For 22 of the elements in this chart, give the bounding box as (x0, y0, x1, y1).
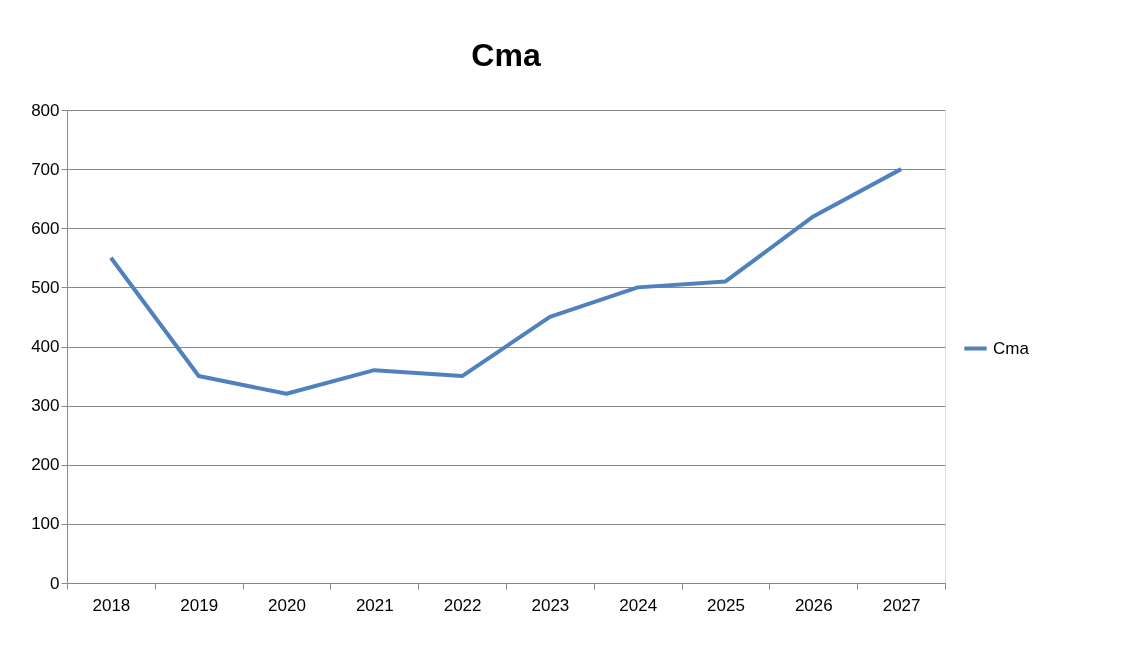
x-tick-label: 2019 (180, 595, 219, 615)
x-tick-label: 2025 (707, 595, 745, 615)
line-series (108, 167, 904, 396)
x-tick-label: 2018 (92, 595, 131, 615)
x-tick-label: 2027 (882, 595, 921, 615)
x-tick-label: 2021 (355, 595, 394, 615)
y-tick-label: 0 (50, 573, 60, 593)
y-tick-label: 200 (31, 455, 60, 475)
x-tick-label: 2026 (794, 595, 833, 615)
y-tick-label: 500 (31, 277, 60, 297)
y-tick-label: 800 (31, 100, 60, 120)
x-tick-label: 2020 (268, 595, 306, 615)
chart-title: Cma (471, 37, 541, 73)
y-tick-label: 400 (31, 337, 60, 356)
x-tick-label: 2022 (443, 595, 482, 615)
x-tick-label: 2023 (531, 595, 570, 615)
y-tick-label: 100 (31, 514, 60, 534)
y-tick-label: 700 (31, 159, 60, 179)
x-tick-label: 2024 (619, 595, 658, 615)
y-tick-label: 300 (31, 396, 60, 416)
legend-label: Cma (993, 338, 1030, 358)
y-tick-label: 600 (31, 218, 60, 238)
